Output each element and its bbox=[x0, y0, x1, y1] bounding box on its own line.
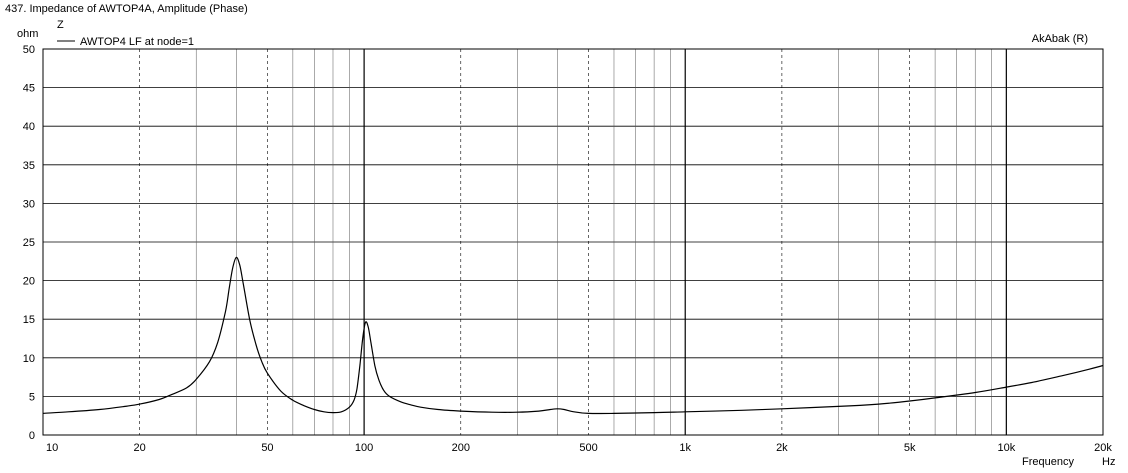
x-tick-label: 500 bbox=[579, 442, 597, 454]
x-tick-label: 50 bbox=[261, 442, 273, 454]
watermark-label: AkAbak (R) bbox=[1032, 33, 1088, 45]
y-tick-label: 10 bbox=[23, 353, 35, 365]
y-tick-label: 45 bbox=[23, 83, 35, 95]
y-tick-label: 30 bbox=[23, 198, 35, 210]
y-axis-symbol: Z bbox=[57, 19, 64, 31]
x-tick-label: 10 bbox=[46, 442, 58, 454]
x-tick-label: 100 bbox=[355, 442, 373, 454]
y-tick-label: 20 bbox=[23, 276, 35, 288]
x-tick-label: 2k bbox=[776, 442, 788, 454]
x-tick-label: 20k bbox=[1094, 442, 1112, 454]
y-tick-label: 25 bbox=[23, 237, 35, 249]
x-axis-unit: Hz bbox=[1102, 456, 1115, 468]
grid-lines bbox=[43, 49, 1103, 435]
chart-title: 437. Impedance of AWTOP4A, Amplitude (Ph… bbox=[5, 3, 248, 15]
x-tick-labels: 10 20 50 100 200 500 1k 2k 5k 10k 20k bbox=[46, 442, 1112, 454]
x-tick-label: 5k bbox=[904, 442, 916, 454]
y-tick-labels: 0 5 10 15 20 25 30 35 40 45 50 bbox=[23, 44, 35, 442]
y-tick-label: 5 bbox=[29, 391, 35, 403]
y-tick-label: 15 bbox=[23, 314, 35, 326]
x-tick-label: 10k bbox=[997, 442, 1015, 454]
impedance-curve bbox=[42, 256, 1104, 415]
legend-entry: AWTOP4 LF at node=1 bbox=[80, 36, 194, 48]
y-tick-label: 40 bbox=[23, 121, 35, 133]
x-axis-label: Frequency bbox=[1022, 456, 1074, 468]
x-tick-label: 1k bbox=[679, 442, 691, 454]
y-tick-label: 50 bbox=[23, 44, 35, 56]
plot-frame bbox=[42, 48, 1104, 436]
x-tick-label: 20 bbox=[134, 442, 146, 454]
y-tick-label: 0 bbox=[29, 430, 35, 442]
y-tick-label: 35 bbox=[23, 160, 35, 172]
x-tick-label: 200 bbox=[452, 442, 470, 454]
y-axis-unit: ohm bbox=[17, 28, 38, 40]
